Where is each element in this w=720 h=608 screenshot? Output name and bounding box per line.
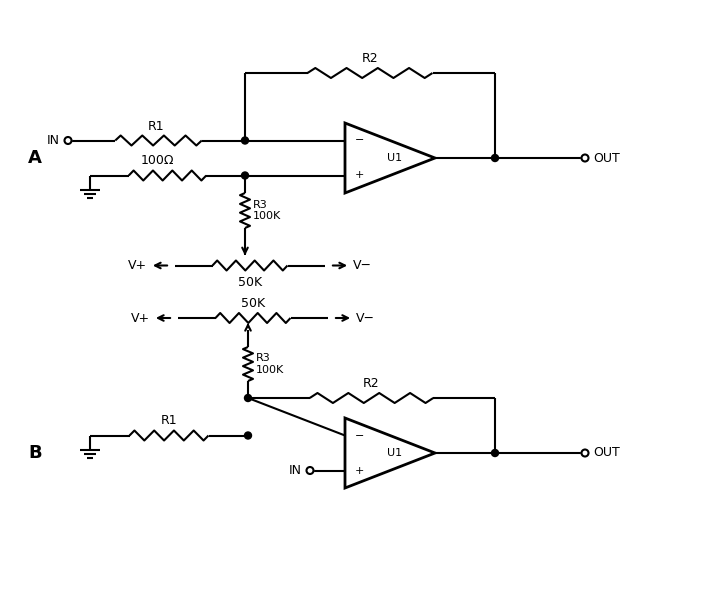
Circle shape xyxy=(241,137,248,144)
Circle shape xyxy=(582,154,588,162)
Text: 100Ω: 100Ω xyxy=(140,154,174,167)
Text: U1: U1 xyxy=(387,153,402,163)
Text: R2: R2 xyxy=(363,377,380,390)
Circle shape xyxy=(241,172,248,179)
Text: V+: V+ xyxy=(131,311,150,325)
Circle shape xyxy=(245,432,251,439)
Circle shape xyxy=(65,137,71,144)
Text: 50K: 50K xyxy=(241,297,265,310)
Text: +: + xyxy=(355,170,364,181)
Text: R2: R2 xyxy=(361,52,378,65)
Text: +: + xyxy=(355,466,364,475)
Text: V−: V− xyxy=(356,311,375,325)
Text: OUT: OUT xyxy=(593,446,620,460)
Text: −: − xyxy=(355,430,364,441)
Text: 50K: 50K xyxy=(238,275,262,289)
Text: −: − xyxy=(355,136,364,145)
Text: R3
100K: R3 100K xyxy=(256,353,284,375)
Text: B: B xyxy=(28,444,42,462)
Text: R3
100K: R3 100K xyxy=(253,199,282,221)
Circle shape xyxy=(492,154,498,162)
Circle shape xyxy=(582,449,588,457)
Text: A: A xyxy=(28,149,42,167)
Text: U1: U1 xyxy=(387,448,402,458)
Circle shape xyxy=(245,395,251,401)
Text: IN: IN xyxy=(289,464,302,477)
Circle shape xyxy=(307,467,313,474)
Text: R1: R1 xyxy=(161,415,177,427)
Text: V+: V+ xyxy=(128,259,147,272)
Text: OUT: OUT xyxy=(593,151,620,165)
Text: R1: R1 xyxy=(148,120,165,133)
Text: IN: IN xyxy=(47,134,60,147)
Text: V−: V− xyxy=(353,259,372,272)
Circle shape xyxy=(492,449,498,457)
